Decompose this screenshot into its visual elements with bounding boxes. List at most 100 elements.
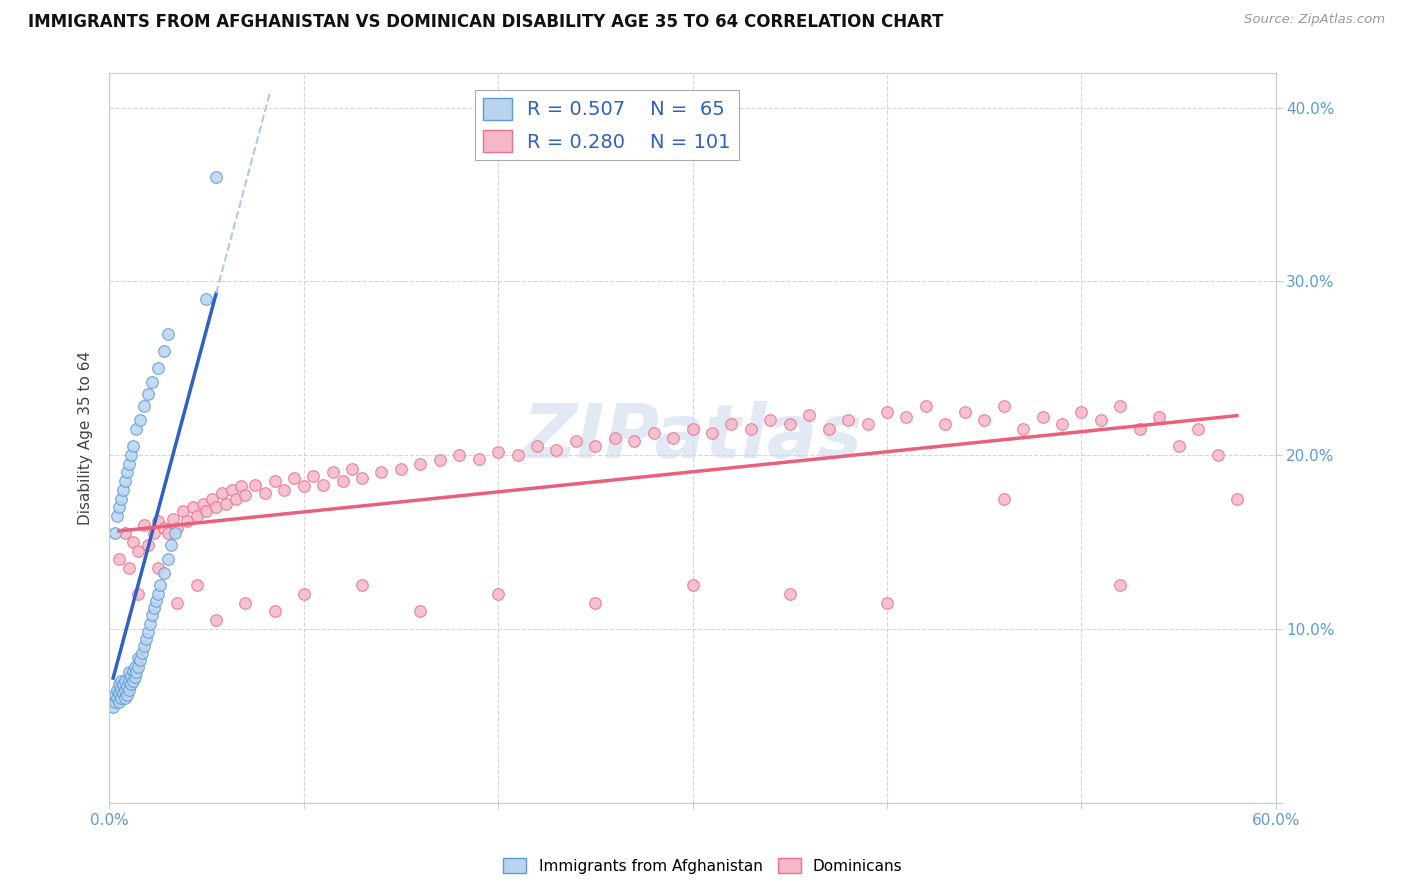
Point (1206, 448, 1229, 462)
Point (108, 552, 131, 566)
Point (108, 686, 131, 700)
Point (108, 677, 131, 691)
Text: Source: ZipAtlas.com: Source: ZipAtlas.com (1244, 13, 1385, 27)
Point (243, 477, 266, 491)
Point (134, 517, 156, 532)
Point (1031, 409, 1053, 424)
Point (111, 686, 134, 700)
Point (342, 462, 364, 476)
Point (121, 535, 143, 549)
Point (121, 439, 143, 453)
Point (146, 361, 169, 376)
Point (1109, 578, 1132, 592)
Point (332, 474, 354, 488)
Point (779, 417, 801, 431)
Legend: R = 0.507    N =  65, R = 0.280    N = 101: R = 0.507 N = 65, R = 0.280 N = 101 (475, 90, 738, 161)
Point (105, 508, 128, 523)
Point (115, 679, 138, 693)
Point (120, 448, 142, 462)
Point (152, 343, 174, 358)
Point (205, 613, 228, 627)
Point (429, 453, 451, 467)
Point (129, 653, 152, 667)
Point (135, 632, 157, 647)
Point (139, 616, 162, 631)
Point (233, 488, 256, 502)
Point (973, 413, 995, 427)
Point (149, 578, 172, 592)
Point (165, 526, 187, 541)
Point (1147, 409, 1170, 424)
Point (993, 491, 1015, 506)
Point (583, 596, 606, 610)
Point (186, 578, 208, 592)
Point (166, 521, 188, 535)
Point (101, 700, 124, 714)
Point (120, 677, 142, 691)
Point (146, 561, 169, 575)
Point (1070, 405, 1092, 419)
Point (110, 673, 132, 688)
Point (186, 508, 208, 523)
Point (263, 604, 285, 618)
Point (104, 695, 127, 709)
Point (526, 439, 548, 453)
Point (1090, 413, 1112, 427)
Point (131, 646, 153, 660)
Point (1109, 400, 1132, 414)
Y-axis label: Disability Age 35 to 64: Disability Age 35 to 64 (79, 351, 93, 524)
Point (141, 607, 163, 622)
Point (1129, 422, 1152, 436)
Point (110, 682, 132, 697)
Point (409, 457, 432, 471)
Point (205, 500, 228, 515)
Point (162, 512, 184, 526)
Point (1050, 417, 1073, 431)
Point (322, 466, 344, 480)
Point (302, 469, 325, 483)
Point (201, 491, 224, 506)
Point (817, 422, 839, 436)
Point (111, 677, 134, 691)
Point (934, 417, 956, 431)
Point (160, 538, 183, 552)
Point (118, 457, 141, 471)
Point (700, 425, 723, 440)
Point (876, 596, 898, 610)
Point (603, 431, 626, 445)
Point (110, 691, 132, 706)
Point (108, 500, 131, 515)
Point (195, 504, 218, 518)
Point (191, 497, 214, 511)
Point (623, 434, 645, 449)
Point (145, 594, 167, 608)
Point (141, 375, 163, 389)
Point (136, 625, 159, 640)
Point (662, 431, 685, 445)
Point (136, 538, 159, 552)
Point (876, 405, 898, 419)
Point (225, 491, 247, 506)
Point (350, 471, 373, 485)
Point (389, 462, 412, 476)
Point (1012, 422, 1035, 436)
Point (172, 504, 194, 518)
Point (136, 387, 159, 401)
Point (114, 526, 136, 541)
Point (125, 665, 148, 680)
Point (124, 660, 146, 674)
Point (195, 292, 218, 306)
Point (253, 486, 276, 500)
Point (176, 514, 198, 528)
Point (233, 596, 256, 610)
Point (221, 483, 243, 497)
Point (682, 578, 704, 592)
Point (127, 651, 149, 665)
Point (486, 444, 509, 458)
Point (312, 477, 335, 491)
Point (565, 434, 588, 449)
Point (118, 665, 141, 680)
Point (156, 552, 179, 566)
Point (121, 673, 143, 688)
Point (215, 497, 238, 511)
